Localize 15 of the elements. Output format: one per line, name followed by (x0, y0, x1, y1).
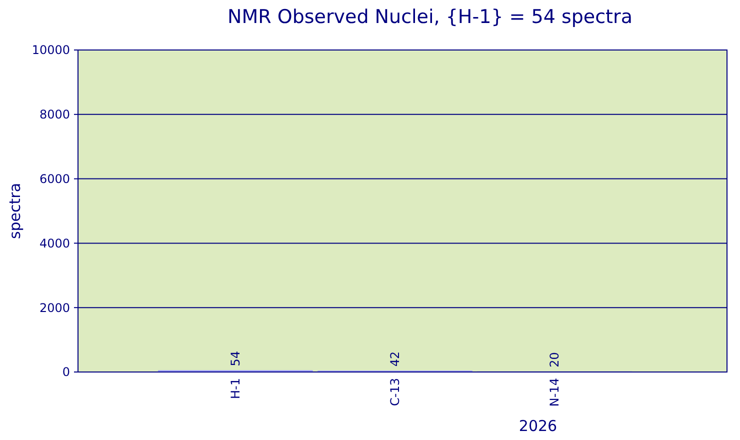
x-tick-label: N-14 (548, 378, 562, 407)
y-tick-label: 6000 (39, 172, 70, 186)
y-tick-label: 2000 (39, 300, 70, 315)
data-label: 20 (548, 352, 562, 368)
y-tick-label: 8000 (39, 108, 70, 122)
x-tick-label: H-1 (228, 378, 242, 399)
y-axis-title: spectra (6, 182, 24, 240)
data-label: 42 (388, 351, 402, 367)
y-tick-label: 0 (62, 365, 70, 380)
data-label: 54 (228, 350, 242, 366)
chart-title: NMR Observed Nuclei, {H-1} = 54 spectra (228, 6, 632, 28)
y-tick-label: 10000 (32, 43, 70, 58)
y-tick-label: 4000 (39, 236, 70, 250)
x-axis-title: 2026 (518, 417, 558, 435)
x-tick-label: C-13 (388, 378, 402, 406)
